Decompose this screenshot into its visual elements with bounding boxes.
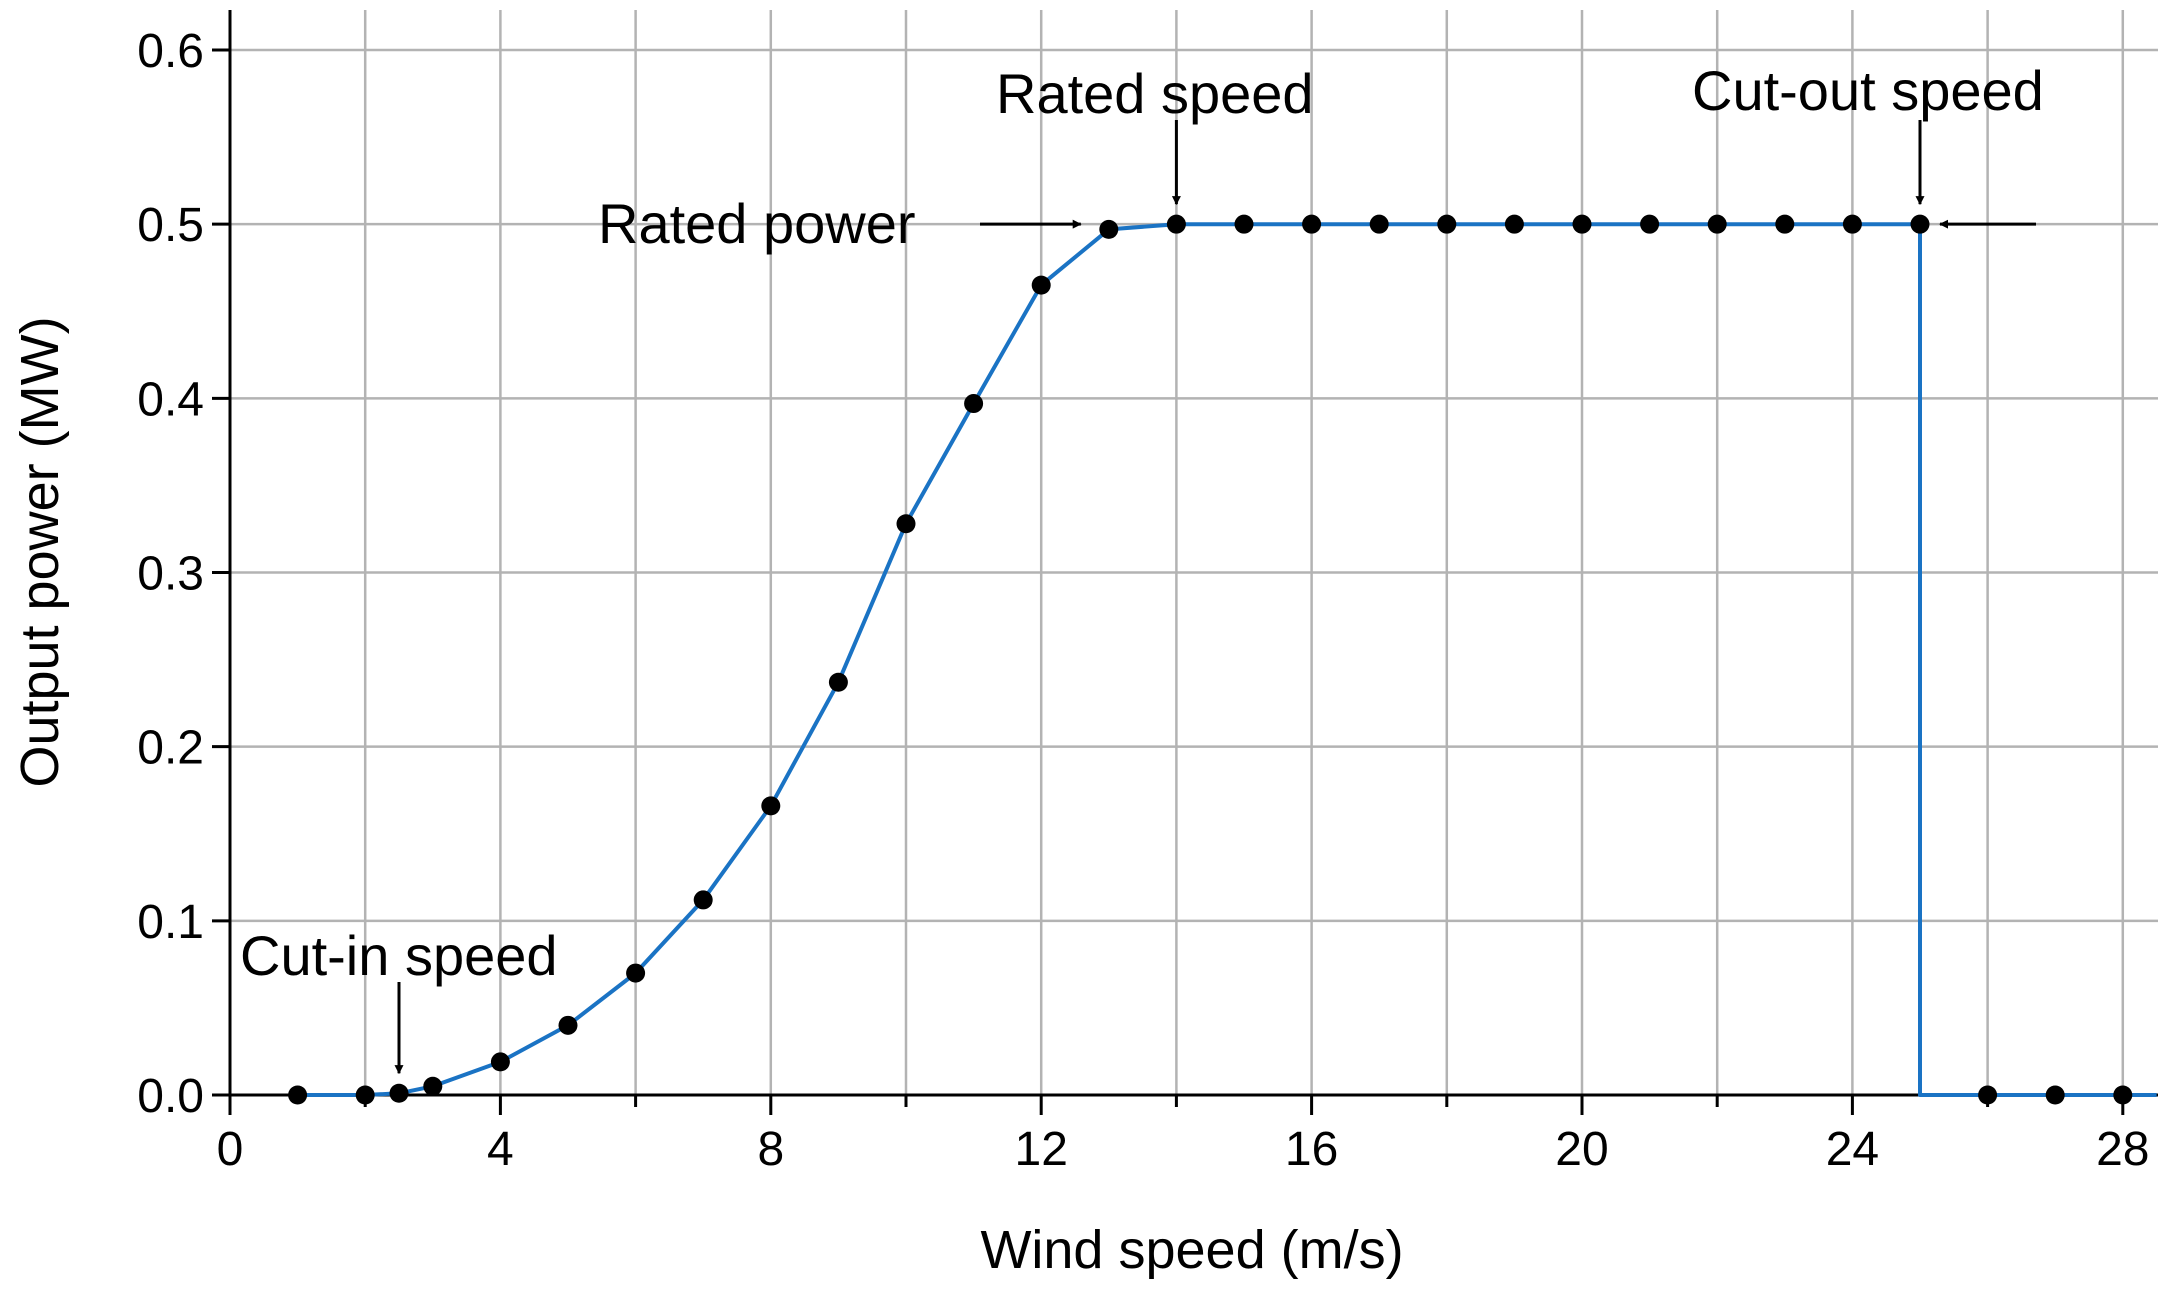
x-tick-label: 12: [1015, 1123, 1068, 1176]
data-point: [1842, 214, 1862, 234]
y-tick-label: 0.3: [137, 548, 204, 601]
data-point: [1031, 275, 1051, 295]
data-point: [1910, 214, 1930, 234]
data-point: [1775, 214, 1795, 234]
y-tick-label: 0.4: [137, 373, 204, 426]
data-point: [490, 1052, 510, 1072]
axis-ticks: [212, 48, 2125, 1115]
data-point: [761, 796, 781, 816]
data-points: [288, 214, 2133, 1105]
power-curve-line: [297, 222, 2157, 1097]
y-axis-title: Output power (MW): [10, 316, 70, 787]
x-tick-label: 4: [487, 1123, 514, 1176]
data-point: [1099, 219, 1119, 239]
data-point: [693, 890, 713, 910]
data-point: [1437, 214, 1457, 234]
y-tick-label: 0.0: [137, 1070, 204, 1123]
y-tick-labels: 0.0 0.1 0.2 0.3 0.4 0.5 0.6: [137, 25, 204, 1123]
data-point: [1302, 214, 1322, 234]
y-tick-label: 0.2: [137, 722, 204, 775]
x-tick-label: 16: [1285, 1123, 1338, 1176]
annotation-arrows: [394, 120, 2036, 1075]
x-tick-label: 24: [1826, 1123, 1879, 1176]
axes: [228, 10, 2158, 1097]
x-axis-title: Wind speed (m/s): [980, 1220, 1403, 1280]
y-tick-label: 0.6: [137, 25, 204, 78]
x-tick-labels: 0 4 8 12 16 20 24 28: [217, 1123, 2150, 1176]
data-point: [1234, 214, 1254, 234]
data-point: [2113, 1085, 2133, 1105]
data-point: [626, 963, 646, 983]
annotation-rated-power: Rated power: [598, 192, 916, 255]
data-point: [828, 672, 848, 692]
data-point: [964, 394, 984, 414]
x-tick-label: 0: [217, 1123, 244, 1176]
data-point: [288, 1085, 308, 1105]
data-point: [896, 514, 916, 534]
x-tick-label: 28: [2096, 1123, 2149, 1176]
data-point: [2045, 1085, 2065, 1105]
data-point: [1369, 214, 1389, 234]
data-point: [1572, 214, 1592, 234]
gridlines: [230, 10, 2158, 1095]
data-point: [1166, 214, 1186, 234]
data-point: [1504, 214, 1524, 234]
data-point: [1707, 214, 1727, 234]
data-point: [355, 1085, 375, 1105]
data-point: [389, 1083, 409, 1103]
y-tick-label: 0.1: [137, 896, 204, 949]
annotation-cut-out-speed: Cut-out speed: [1692, 59, 2044, 122]
x-tick-label: 8: [757, 1123, 784, 1176]
y-tick-label: 0.5: [137, 199, 204, 252]
data-point: [423, 1076, 443, 1096]
data-point: [1640, 214, 1660, 234]
x-tick-label: 20: [1555, 1123, 1608, 1176]
data-point: [1978, 1085, 1998, 1105]
annotation-rated-speed: Rated speed: [996, 62, 1314, 125]
data-point: [558, 1015, 578, 1035]
annotation-cut-in-speed: Cut-in speed: [240, 924, 558, 987]
